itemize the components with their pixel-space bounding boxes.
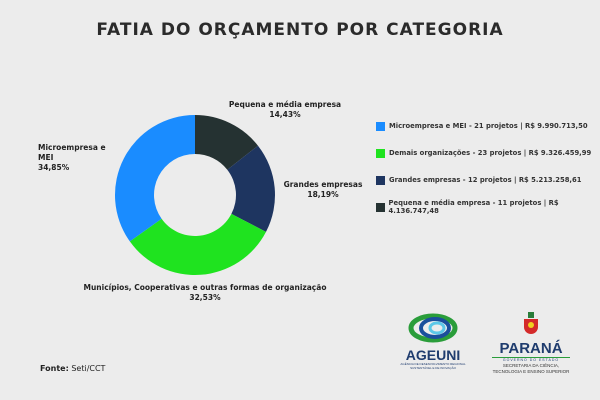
slice-label-pequena: Pequena e média empresa 14,43% — [220, 100, 350, 120]
slice-label-grandes: Grandes empresas 18,19% — [283, 180, 363, 200]
parana-subtitle-1: SECRETARIA DA CIÊNCIA, — [502, 363, 560, 368]
legend: Microempresa e MEI - 21 projetos | R$ 9.… — [376, 119, 600, 227]
legend-swatch — [376, 148, 385, 158]
parana-logo: PARANÁ GOVERNO DO ESTADO SECRETARIA DA C… — [486, 312, 576, 375]
legend-text: Grandes empresas - 12 projetos | R$ 5.21… — [389, 176, 582, 184]
slice-label-text: Grandes empresas — [283, 180, 363, 189]
ageuni-emblem-icon — [408, 313, 458, 343]
donut-slice-2 — [129, 213, 267, 275]
legend-item: Demais organizações - 23 projetos | R$ 9… — [376, 146, 600, 160]
chart-title: FATIA DO ORÇAMENTO POR CATEGORIA — [96, 20, 504, 40]
slice-label-text: Pequena e média empresa — [228, 100, 342, 109]
parana-subtitle-2: TECNOLOGIA E ENSINO SUPERIOR — [492, 369, 570, 374]
donut-slice-0 — [195, 115, 258, 170]
slice-percent: 32,53% — [189, 293, 221, 302]
ageuni-name: AGEUNI — [405, 347, 461, 363]
source-value: Seti/CCT — [71, 364, 106, 373]
source-label: Fonte: — [40, 364, 69, 373]
legend-item: Grandes empresas - 12 projetos | R$ 5.21… — [376, 173, 600, 187]
donut-slice-1 — [227, 145, 275, 232]
slice-percent: 34,85% — [38, 163, 70, 172]
donut-slice-3 — [115, 115, 195, 242]
source-note: Fonte: Seti/CCT — [40, 364, 105, 373]
ageuni-logo: AGEUNI AGÊNCIA DE DESENVOLVIMENTO REGION… — [400, 313, 466, 370]
slice-label-text: Municípios, Cooperativas e outras formas… — [83, 283, 327, 292]
legend-text: Demais organizações - 23 projetos | R$ 9… — [389, 149, 592, 157]
slice-label-micro: Microempresa e MEI 34,85% — [38, 143, 118, 173]
ageuni-subtitle: AGÊNCIA DE DESENVOLVIMENTO REGIONAL SUST… — [400, 362, 466, 370]
slice-percent: 14,43% — [269, 110, 301, 119]
slice-percent: 18,19% — [307, 190, 339, 199]
parana-coat-of-arms-icon — [524, 312, 538, 334]
legend-swatch — [376, 175, 385, 185]
legend-item: Pequena e média empresa - 11 projetos | … — [376, 199, 600, 215]
legend-swatch — [376, 121, 385, 131]
slice-label-text: Microempresa e MEI — [38, 143, 106, 162]
parana-tagline: GOVERNO DO ESTADO — [492, 357, 570, 362]
slice-label-municipios: Municípios, Cooperativas e outras formas… — [70, 283, 340, 303]
parana-name: PARANÁ — [499, 340, 563, 357]
legend-text: Microempresa e MEI - 21 projetos | R$ 9.… — [389, 122, 588, 130]
legend-text: Pequena e média empresa - 11 projetos | … — [388, 199, 559, 215]
legend-item: Microempresa e MEI - 21 projetos | R$ 9.… — [376, 119, 600, 133]
legend-swatch — [376, 202, 385, 212]
